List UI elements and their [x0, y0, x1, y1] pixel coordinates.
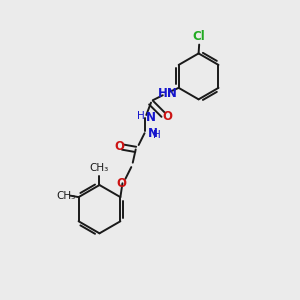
Text: Cl: Cl	[193, 29, 206, 43]
Text: HN: HN	[158, 87, 178, 100]
Text: O: O	[117, 177, 127, 190]
Text: H: H	[137, 111, 145, 122]
Text: O: O	[114, 140, 124, 153]
Text: O: O	[162, 110, 172, 123]
Text: N: N	[146, 111, 156, 124]
Text: CH₃: CH₃	[89, 163, 109, 173]
Text: H: H	[153, 130, 161, 140]
Text: N: N	[148, 127, 158, 140]
Text: CH₃: CH₃	[56, 190, 76, 201]
